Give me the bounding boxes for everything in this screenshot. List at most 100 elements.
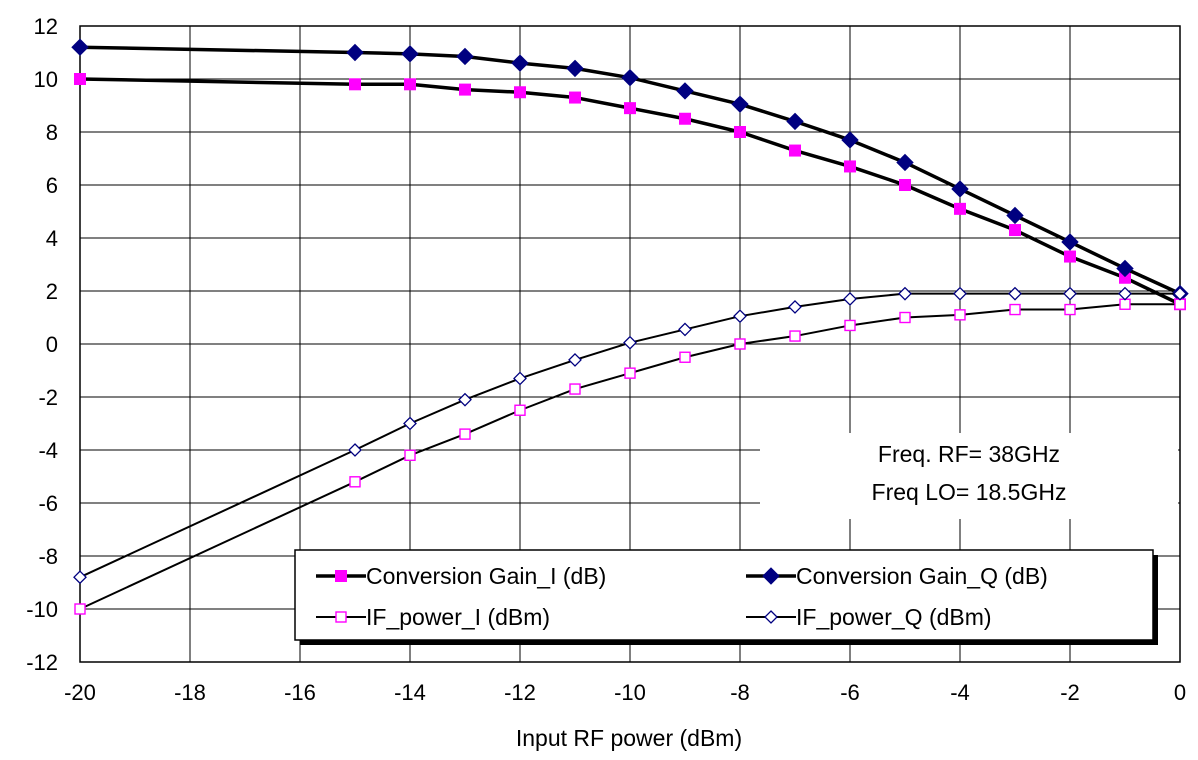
x-axis-title: Input RF power (dBm) xyxy=(516,725,742,751)
data-point xyxy=(844,160,856,173)
legend-marker xyxy=(335,570,347,582)
data-point xyxy=(569,91,581,104)
data-point xyxy=(678,322,692,337)
legend-item-conversion-gain-i-db: Conversion Gain_I (dB) xyxy=(316,563,606,589)
data-point xyxy=(74,603,86,615)
data-point xyxy=(676,82,694,100)
y-tick-label: -10 xyxy=(26,597,58,622)
data-point xyxy=(841,131,859,149)
y-tick-label: -12 xyxy=(26,650,58,675)
legend-label: Conversion Gain_I (dB) xyxy=(366,563,606,589)
annotation: Freq. RF= 38GHz Freq LO= 18.5GHz xyxy=(760,433,1178,519)
y-tick-label: -4 xyxy=(38,438,58,463)
data-point xyxy=(843,292,857,306)
data-point xyxy=(899,179,911,191)
data-point xyxy=(733,309,747,324)
data-point xyxy=(1063,286,1077,301)
y-tick-label: -6 xyxy=(38,491,58,516)
data-point xyxy=(898,286,912,301)
legend-box xyxy=(294,549,1154,641)
y-tick-label: 8 xyxy=(46,120,58,145)
y-axis: -12 -10 -8 -6 -4 -2 0 2 4 6 8 10 12 xyxy=(26,14,58,675)
y-tick-label: 12 xyxy=(34,14,58,39)
data-point xyxy=(1009,224,1021,237)
data-point xyxy=(951,180,969,198)
data-point xyxy=(459,428,471,440)
legend-label: Conversion Gain_Q (dB) xyxy=(796,563,1048,589)
data-point xyxy=(1118,286,1132,301)
data-point xyxy=(621,68,639,87)
data-point xyxy=(1064,250,1076,263)
x-tick-label: -12 xyxy=(504,680,536,705)
data-point xyxy=(789,144,801,157)
data-point xyxy=(456,47,474,66)
data-point xyxy=(514,86,526,99)
legend-item-if-power-i-dbm: IF_power_I (dBm) xyxy=(316,604,550,630)
legend-item-conversion-gain-q-db: Conversion Gain_Q (dB) xyxy=(746,563,1048,589)
data-point xyxy=(73,570,87,585)
y-tick-label: 4 xyxy=(46,226,58,251)
y-tick-label: -2 xyxy=(38,385,58,410)
data-point xyxy=(346,43,364,62)
series-conversion-gain-q-db xyxy=(71,38,1189,303)
data-point xyxy=(786,112,804,131)
data-point xyxy=(789,330,801,342)
data-point xyxy=(511,54,529,72)
legend-label: IF_power_Q (dBm) xyxy=(796,604,992,630)
data-point xyxy=(403,416,417,431)
legend-marker xyxy=(335,611,347,623)
data-point xyxy=(513,371,527,386)
data-point xyxy=(1009,303,1021,316)
data-point xyxy=(1174,298,1186,310)
data-point xyxy=(569,383,581,395)
annotation-box xyxy=(760,433,1178,519)
legend: Conversion Gain_I (dB) Conversion Gain_Q … xyxy=(294,549,1158,645)
x-tick-label: -10 xyxy=(614,680,646,705)
data-point xyxy=(514,404,526,416)
x-tick-label: -4 xyxy=(950,680,970,705)
data-point xyxy=(1061,233,1079,251)
series-if-power-i-dbm xyxy=(74,298,1186,615)
plot-frame xyxy=(79,25,1181,663)
data-point xyxy=(844,319,856,332)
series-if-power-q-dbm xyxy=(73,286,1187,585)
data-point xyxy=(349,78,361,91)
data-point xyxy=(624,102,636,115)
data-point xyxy=(954,202,966,215)
data-point xyxy=(404,449,416,461)
data-point xyxy=(679,351,691,363)
data-point xyxy=(734,338,746,350)
data-point xyxy=(1116,259,1134,278)
data-point xyxy=(1006,206,1024,225)
x-tick-label: -8 xyxy=(730,680,750,705)
data-point xyxy=(568,352,582,367)
data-point xyxy=(458,392,472,407)
x-tick-label: -18 xyxy=(174,680,206,705)
data-point xyxy=(624,367,636,379)
x-tick-label: -16 xyxy=(284,680,316,705)
x-tick-label: -14 xyxy=(394,680,426,705)
data-point xyxy=(953,286,967,301)
data-point xyxy=(731,95,749,113)
data-point xyxy=(623,335,637,350)
data-point xyxy=(896,153,914,172)
legend-marker xyxy=(762,567,780,585)
data-point xyxy=(1008,286,1022,301)
data-point xyxy=(404,78,416,91)
data-point xyxy=(954,309,966,321)
x-axis: -20 -18 -16 -14 -12 -10 -8 -6 -4 -2 0 xyxy=(64,680,1186,705)
y-tick-label: 0 xyxy=(46,332,58,357)
y-tick-label: 10 xyxy=(34,67,58,92)
y-tick-label: 6 xyxy=(46,173,58,198)
data-point xyxy=(401,45,419,63)
annotation-line-2: Freq LO= 18.5GHz xyxy=(872,479,1067,505)
series-layer xyxy=(71,38,1189,615)
data-point xyxy=(74,73,86,85)
x-tick-label: -20 xyxy=(64,680,96,705)
data-point xyxy=(459,83,471,96)
data-point xyxy=(1119,298,1131,310)
data-point xyxy=(734,126,746,138)
data-point xyxy=(1173,286,1187,301)
data-point xyxy=(349,476,361,488)
